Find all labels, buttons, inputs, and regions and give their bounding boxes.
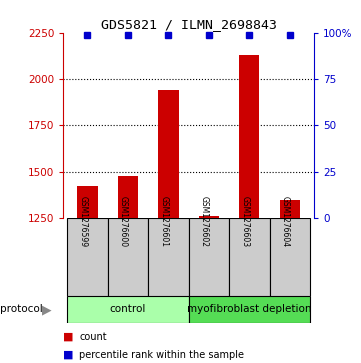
Bar: [148, 218, 189, 296]
Text: GSM1276602: GSM1276602: [200, 196, 209, 247]
Text: protocol: protocol: [0, 305, 43, 314]
Text: ■: ■: [63, 350, 74, 360]
Text: ▶: ▶: [42, 303, 51, 316]
Text: myofibroblast depletion: myofibroblast depletion: [187, 305, 312, 314]
Title: GDS5821 / ILMN_2698843: GDS5821 / ILMN_2698843: [101, 19, 277, 32]
Text: GSM1276600: GSM1276600: [119, 196, 128, 247]
Text: ■: ■: [63, 332, 74, 342]
Bar: [239, 55, 260, 218]
Bar: [229, 218, 270, 296]
Bar: [189, 218, 229, 296]
Text: count: count: [79, 332, 107, 342]
Bar: [108, 218, 148, 296]
Bar: [270, 218, 310, 296]
Bar: [158, 90, 178, 218]
Bar: [77, 186, 97, 218]
Text: GSM1276601: GSM1276601: [160, 196, 168, 247]
Bar: [280, 200, 300, 218]
Text: percentile rank within the sample: percentile rank within the sample: [79, 350, 244, 360]
Bar: [67, 218, 108, 296]
Text: GSM1276604: GSM1276604: [281, 196, 290, 247]
Text: GSM1276603: GSM1276603: [240, 196, 249, 247]
Text: GSM1276599: GSM1276599: [78, 196, 87, 247]
Bar: [189, 296, 310, 323]
Bar: [199, 216, 219, 218]
Bar: [118, 176, 138, 218]
Bar: [67, 296, 189, 323]
Text: control: control: [110, 305, 146, 314]
